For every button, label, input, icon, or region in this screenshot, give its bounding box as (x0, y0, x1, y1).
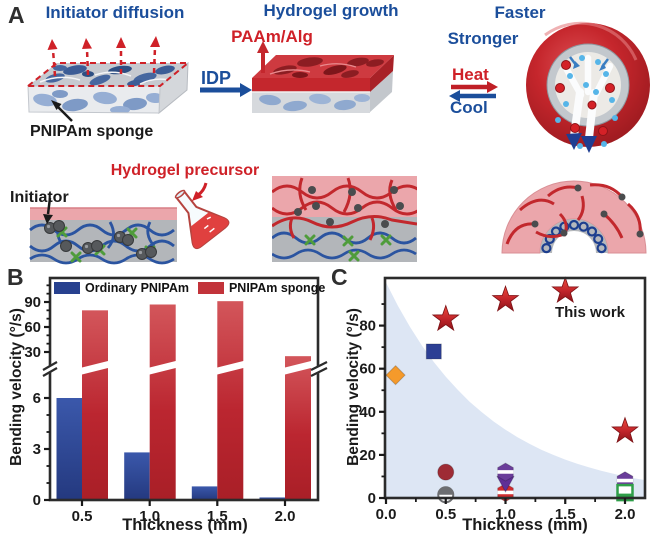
marker-hexagon-half (497, 462, 514, 482)
svg-text:1.0: 1.0 (495, 506, 516, 523)
label-paam-alg: PAAm/Alg (231, 27, 313, 46)
label-faster: Faster (494, 3, 546, 22)
c-axis-ticks: 0 20 40 60 80 0.0 0.5 1.0 1.5 2.0 (359, 303, 636, 523)
sponge-slab (25, 61, 191, 115)
bilayer-slab (252, 55, 394, 113)
svg-text:3: 3 (33, 441, 41, 458)
b-axis-ticks: 0 3 6 30 60 90 0.5 1.0 1.5 2.0 (24, 284, 296, 525)
label-initiator: Initiator (10, 189, 69, 206)
panel-a-artwork (25, 21, 650, 265)
this-work-annotation: This work (554, 304, 625, 321)
legend-label-ordinary: Ordinary PNIPAm (85, 281, 189, 295)
star-marker (491, 284, 520, 312)
bar-sponge-0.5 (82, 310, 108, 500)
svg-text:6: 6 (33, 390, 41, 407)
c-plot-frame (383, 276, 647, 500)
b-plot-frame (48, 276, 320, 502)
idp-arrow (200, 83, 252, 97)
svg-text:40: 40 (359, 404, 376, 421)
svg-text:0: 0 (368, 490, 376, 507)
legend-swatch-sponge (197, 282, 224, 294)
heading-hydrogel-growth: Hydrogel growth (263, 1, 399, 20)
label-heat: Heat (452, 65, 489, 84)
svg-text:60: 60 (359, 361, 376, 378)
bars (56, 301, 313, 500)
rolled-hydrogel-tube (526, 21, 650, 153)
panel-letter-b: B (7, 264, 24, 290)
initiator-network-block (29, 207, 177, 265)
star-marker (551, 276, 580, 303)
this-work-stars (431, 276, 639, 444)
panel-c-scatter-chart: 0 20 40 60 80 0.0 0.5 1.0 1.5 2.0 Bending velocit… (330, 268, 660, 542)
precursor-flask (174, 189, 230, 250)
svg-text:80: 80 (359, 318, 376, 335)
panel-a: Initiator diffusion Hydrogel growth PAAm… (0, 0, 660, 268)
panel-b-bar-chart: 0 3 6 30 60 90 0.5 1.0 1.5 2.0 Bending velocity (… (0, 268, 330, 542)
scatter-chart-canvas: 0 20 40 60 80 0.0 0.5 1.0 1.5 2.0 (359, 276, 647, 523)
svg-text:1.5: 1.5 (555, 506, 576, 523)
svg-text:2.0: 2.0 (275, 508, 296, 525)
b-x-axis-label: Thickness (mm) (122, 516, 248, 534)
label-hydrogel-precursor: Hydrogel precursor (110, 162, 260, 179)
svg-text:0.0: 0.0 (376, 506, 397, 523)
initiator-arrow (43, 197, 53, 224)
interpenetrating-network-block (272, 176, 417, 262)
marker-square (425, 343, 442, 360)
bar-ordinary-0.5 (56, 398, 82, 500)
svg-text:0.5: 0.5 (435, 506, 456, 523)
svg-text:2.0: 2.0 (615, 506, 636, 523)
label-cool: Cool (450, 98, 488, 117)
shaded-region (386, 282, 645, 498)
heat-arrow (451, 81, 498, 93)
svg-text:0: 0 (33, 492, 41, 509)
c-x-axis-label: Thickness (mm) (462, 516, 588, 534)
svg-text:30: 30 (24, 344, 41, 361)
bar-ordinary-1.0 (124, 452, 150, 500)
diffusion-arrows (47, 36, 160, 77)
legend-item-ordinary: Ordinary PNIPAm (54, 281, 189, 295)
precursor-arrow (192, 182, 208, 201)
b-legend: Ordinary PNIPAm PNIPAm sponge (54, 281, 325, 295)
cool-arrow (449, 90, 496, 102)
marker-diamond (385, 364, 406, 386)
legend-swatch-ordinary (54, 282, 80, 294)
bent-gel-arch (501, 180, 647, 254)
bar-sponge-2.0 (285, 356, 311, 500)
legend-label-sponge: PNIPAm sponge (228, 281, 326, 295)
bar-sponge-1.5 (217, 301, 244, 500)
c-y-axis-label: Bending velocity (°/s) (345, 308, 362, 466)
svg-text:90: 90 (24, 294, 41, 311)
heading-initiator-diffusion: Initiator diffusion (45, 3, 185, 22)
label-idp: IDP (201, 68, 232, 88)
label-pnipam-sponge: PNIPAm sponge (30, 123, 154, 140)
svg-text:1.5: 1.5 (207, 508, 228, 525)
star-marker (611, 416, 639, 444)
label-stronger: Stronger (447, 29, 519, 48)
svg-text:60: 60 (24, 319, 41, 336)
panel-letter-c: C (331, 264, 348, 290)
svg-text:0.5: 0.5 (72, 508, 93, 525)
b-y-axis-label: Bending velocity (°/s) (8, 308, 25, 466)
bar-ordinary-1.5 (191, 486, 218, 500)
bar-sponge-1.0 (149, 304, 176, 500)
paam-arrow (257, 41, 269, 73)
panel-letter-a: A (8, 2, 25, 28)
star-marker (431, 304, 460, 332)
svg-text:1.0: 1.0 (139, 508, 160, 525)
svg-text:20: 20 (359, 447, 376, 464)
legend-item-sponge: PNIPAm sponge (197, 281, 326, 295)
sponge-label-arrow (51, 100, 73, 122)
bar-chart-canvas: 0 3 6 30 60 90 0.5 1.0 1.5 2.0 (24, 276, 328, 525)
marker-circle (437, 463, 455, 481)
